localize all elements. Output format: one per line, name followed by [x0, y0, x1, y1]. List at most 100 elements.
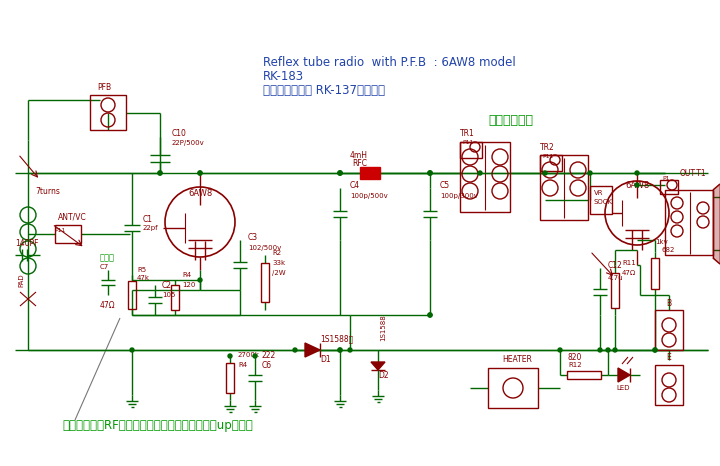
Text: Reflex tube radio  with P.F.B  : 6AW8 model: Reflex tube radio with P.F.B : 6AW8 mode… [263, 55, 516, 69]
Bar [660, 180, 678, 194]
Text: C7: C7 [100, 264, 109, 270]
Text: OUT-T1: OUT-T1 [680, 169, 706, 178]
Circle shape [428, 171, 432, 175]
Bar [651, 259, 659, 288]
Circle shape [428, 313, 432, 317]
Bar [55, 225, 81, 243]
Circle shape [293, 348, 297, 352]
Circle shape [338, 348, 342, 352]
Circle shape [338, 171, 342, 175]
Bar [567, 371, 600, 379]
Text: 段間トランス: 段間トランス [488, 114, 533, 126]
Text: 47Ω: 47Ω [622, 270, 636, 276]
Text: 22P/500v: 22P/500v [172, 140, 204, 146]
Text: 120: 120 [182, 282, 195, 288]
Text: 4mH: 4mH [350, 151, 368, 159]
Text: 抅調節: 抅調節 [100, 254, 115, 262]
Text: LED: LED [616, 385, 629, 391]
Text: 6AW8: 6AW8 [625, 181, 649, 191]
Circle shape [428, 171, 432, 175]
Text: C12: C12 [608, 261, 623, 270]
Text: D2: D2 [378, 370, 389, 379]
Text: SOCK: SOCK [594, 199, 613, 205]
Bar [655, 365, 683, 405]
Text: E: E [667, 354, 671, 363]
Circle shape [635, 183, 639, 187]
Bar [226, 363, 234, 393]
Text: TR1: TR1 [460, 130, 474, 138]
Text: RK-183: RK-183 [263, 69, 304, 82]
Text: P11: P11 [542, 155, 554, 159]
Bar [540, 155, 562, 171]
Text: 100p/300v: 100p/300v [440, 193, 478, 199]
Text: 22pf: 22pf [143, 225, 158, 231]
Text: C1: C1 [143, 214, 153, 224]
Text: C6: C6 [262, 362, 272, 370]
Text: HEATER: HEATER [502, 356, 532, 364]
Circle shape [598, 348, 602, 352]
Text: 47Ω: 47Ω [100, 301, 116, 309]
Circle shape [198, 171, 202, 175]
Polygon shape [713, 184, 720, 264]
Text: P11: P11 [54, 227, 66, 233]
Text: 102/500v: 102/500v [248, 245, 282, 251]
Circle shape [198, 171, 202, 175]
Text: C10: C10 [172, 130, 187, 138]
Text: B: B [667, 300, 672, 308]
Text: 1kv: 1kv [655, 239, 667, 245]
Text: C5: C5 [440, 181, 450, 191]
Text: R4: R4 [238, 362, 247, 368]
Circle shape [653, 348, 657, 352]
Text: 33k: 33k [272, 260, 285, 266]
Circle shape [228, 354, 232, 358]
Text: C4: C4 [350, 181, 360, 191]
Circle shape [338, 348, 342, 352]
Bar [665, 190, 713, 255]
Text: D1: D1 [320, 356, 330, 364]
Bar [360, 167, 380, 179]
Circle shape [428, 313, 432, 317]
Text: 1S1588等: 1S1588等 [320, 335, 354, 343]
Circle shape [478, 171, 482, 175]
Text: R5: R5 [137, 267, 146, 273]
Bar [590, 186, 612, 214]
Bar [488, 368, 538, 408]
Circle shape [338, 171, 342, 175]
Text: 140PF: 140PF [15, 240, 38, 248]
Circle shape [158, 171, 162, 175]
Circle shape [198, 278, 202, 282]
Circle shape [543, 171, 547, 175]
Text: RFC: RFC [352, 158, 367, 167]
Text: 105: 105 [162, 292, 176, 298]
Circle shape [606, 348, 610, 352]
Circle shape [130, 348, 134, 352]
Circle shape [253, 354, 257, 358]
Circle shape [613, 348, 617, 352]
Polygon shape [618, 368, 630, 382]
Text: R4: R4 [182, 272, 191, 278]
Text: ANT/VC: ANT/VC [58, 212, 86, 221]
Text: 4.7u: 4.7u [608, 275, 624, 281]
Text: 47k: 47k [137, 275, 150, 281]
Circle shape [428, 171, 432, 175]
Polygon shape [305, 343, 320, 357]
Text: 222: 222 [262, 350, 276, 359]
Bar [655, 310, 683, 350]
Text: 検波されないRF成分を軽く帰還させて常時感度upさせる: 検波されないRF成分を軽く帰還させて常時感度upさせる [62, 418, 253, 432]
Text: TR2: TR2 [540, 143, 554, 151]
Circle shape [653, 348, 657, 352]
Text: PAD: PAD [18, 273, 24, 287]
Text: 7turns: 7turns [35, 187, 60, 197]
Bar [171, 285, 179, 310]
Text: R2: R2 [272, 250, 281, 256]
Bar [128, 281, 136, 309]
Bar [261, 263, 269, 302]
Text: 平滑回路基板は RK-137を用いる: 平滑回路基板は RK-137を用いる [263, 84, 385, 97]
Text: /2W: /2W [272, 270, 286, 276]
Circle shape [588, 171, 592, 175]
Text: PFB: PFB [97, 82, 111, 91]
Text: R12: R12 [568, 362, 582, 368]
Polygon shape [371, 362, 385, 370]
Bar [460, 142, 510, 212]
Circle shape [558, 348, 562, 352]
